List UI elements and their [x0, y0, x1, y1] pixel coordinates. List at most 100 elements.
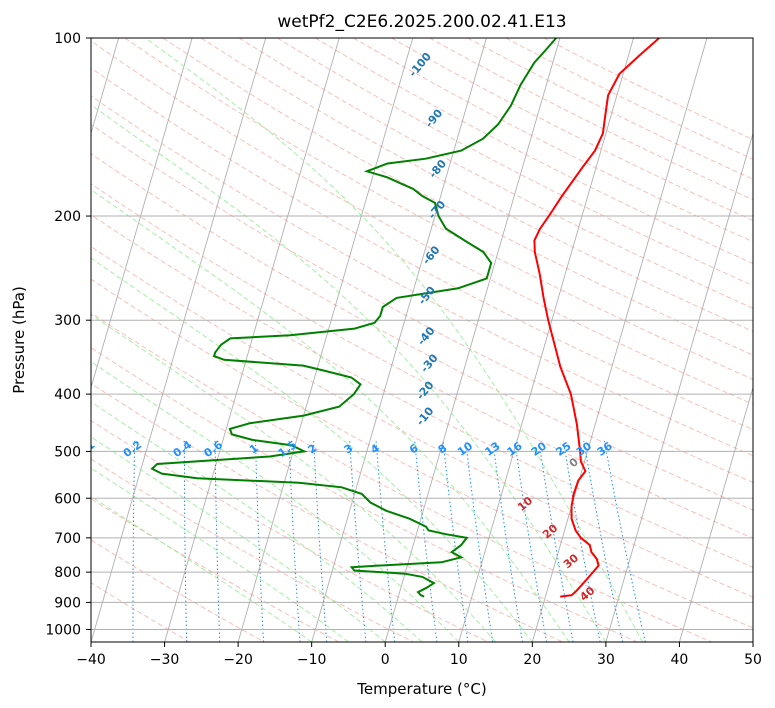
dry-adiabat-label: -10 — [414, 404, 437, 428]
mixing-ratio-line — [414, 440, 438, 642]
y-axis-label: Pressure (hPa) — [10, 286, 28, 394]
dry-adiabat-line — [91, 67, 753, 431]
x-tick-label: 30 — [597, 652, 615, 668]
gray-annotation-label: 0 — [567, 455, 581, 470]
mixing-ratio-label: 20 — [529, 439, 549, 459]
background-lines — [83, 38, 753, 642]
y-tick-label: 400 — [54, 387, 81, 403]
mixing-ratio-line — [255, 440, 264, 642]
mixing-ratio-line — [492, 440, 523, 642]
plot-frame — [90, 37, 754, 643]
mixing-ratio-line — [132, 440, 136, 642]
y-tick-label: 900 — [54, 595, 81, 611]
dry-adiabat-line — [91, 498, 340, 642]
mixing-ratio-line — [83, 441, 88, 642]
x-tick-label: 50 — [744, 652, 762, 668]
moist-adiabat-line — [91, 436, 386, 642]
moist-adiabat-line — [91, 401, 423, 642]
moist-adiabat-line — [91, 313, 496, 642]
dry-adiabat-line — [91, 582, 190, 642]
dry-adiabat-line — [91, 123, 753, 483]
mixing-ratio-line — [349, 440, 367, 642]
mixing-ratio-line — [514, 440, 548, 642]
x-tick-label: 10 — [450, 652, 468, 668]
annotations: 0.1 0.2 0.4 0.6 1 1.5 2 3 4 6 8 10 13 16 20 25 30 36-100-… — [74, 50, 615, 604]
y-tick-label: 1000 — [45, 622, 81, 638]
dry-adiabat-line — [200, 38, 753, 332]
mixing-ratio-line — [375, 440, 396, 642]
x-tick-label: −30 — [150, 652, 180, 668]
dry-adiabat-label: -60 — [420, 243, 443, 267]
dry-adiabat-line — [91, 312, 712, 642]
dry-adiabat-line — [91, 245, 753, 598]
dry-adiabat-line — [276, 38, 753, 287]
mixing-ratio-label: 3 — [342, 442, 356, 457]
mixing-ratio-label: 0.6 — [202, 438, 226, 460]
axes: −40 −30 −20 −10 0 10 20 30 40 5010020030040050060… — [45, 31, 762, 668]
dry-adiabat-label: -50 — [416, 284, 439, 308]
y-tick-label: 800 — [54, 565, 81, 581]
isotherm-line — [458, 38, 634, 642]
moist-adiabat-line — [91, 495, 312, 642]
dry-adiabat-label: -100 — [406, 50, 434, 80]
dry-adiabat-line — [91, 153, 753, 511]
plot-area: 0.1 0.2 0.4 0.6 1 1.5 2 3 4 6 8 10 13 16 20 25 30 36-100-… — [74, 38, 753, 642]
moist-adiabat-line — [91, 361, 460, 642]
mixing-ratio-line — [603, 440, 646, 642]
chart-title: wetPf2_C2E6.2025.200.02.41.E13 — [277, 12, 566, 32]
dry-adiabat-line — [91, 214, 753, 568]
y-tick-label: 500 — [54, 444, 81, 460]
dry-adiabat-line — [91, 420, 489, 642]
isotherm-line — [91, 38, 193, 390]
dry-adiabat-line — [238, 38, 753, 309]
dewpoint-profile-line — [150, 38, 557, 598]
isotherm-line — [752, 640, 753, 642]
dry-adiabat-line — [91, 40, 753, 405]
dry-adiabat-line — [91, 183, 753, 539]
mixing-ratio-label: 36 — [595, 439, 615, 459]
mixing-ratio-line — [214, 440, 221, 642]
mixing-ratio-line — [442, 440, 469, 642]
dry-adiabat-line — [91, 539, 265, 642]
x-tick-label: 20 — [523, 652, 541, 668]
mixing-ratio-line — [562, 440, 601, 642]
mixing-ratio-label: 0.1 — [74, 438, 97, 460]
mixing-ratio-line — [183, 440, 188, 642]
red-annotation-label: 20 — [540, 521, 560, 541]
x-axis-label: Temperature (°C) — [356, 680, 486, 698]
mixing-ratio-line — [465, 440, 494, 642]
x-tick-label: 40 — [671, 652, 689, 668]
mixing-ratio-label: 1 — [247, 442, 261, 457]
mixing-ratio-label: 4 — [368, 441, 382, 456]
dry-adiabat-line — [91, 278, 753, 629]
dry-adiabat-line — [91, 458, 414, 642]
y-tick-label: 600 — [54, 491, 81, 507]
isotherm-line — [164, 38, 340, 642]
y-tick-label: 200 — [54, 209, 81, 225]
dry-adiabat-line — [429, 38, 753, 201]
red-annotation-label: 30 — [561, 551, 581, 571]
isotherm-line — [384, 38, 561, 642]
dry-adiabat-line — [543, 38, 753, 141]
mixing-ratio-label: 30 — [574, 439, 594, 459]
mixing-ratio-label: 10 — [455, 439, 475, 459]
dry-adiabat-line — [162, 38, 753, 356]
isotherm-line — [531, 38, 708, 642]
mixing-ratio-line — [288, 440, 301, 642]
moist-adiabat-line — [91, 257, 533, 642]
mixing-ratio-label: 13 — [483, 439, 503, 458]
dry-adiabat-label: -70 — [426, 198, 449, 222]
dry-adiabat-label: -20 — [414, 379, 437, 403]
mixing-ratio-label: 16 — [505, 439, 525, 459]
y-tick-label: 300 — [54, 313, 81, 329]
x-tick-label: −20 — [223, 652, 253, 668]
dry-adiabat-line — [91, 347, 638, 642]
isotherm-line — [91, 38, 267, 642]
mixing-ratio-label: 0.4 — [171, 438, 195, 460]
temperature-profile-line — [533, 38, 660, 598]
y-tick-label: 700 — [54, 531, 81, 547]
moist-adiabat-line — [145, 38, 644, 642]
dry-adiabat-line — [91, 382, 563, 642]
isotherm-line — [237, 38, 414, 642]
